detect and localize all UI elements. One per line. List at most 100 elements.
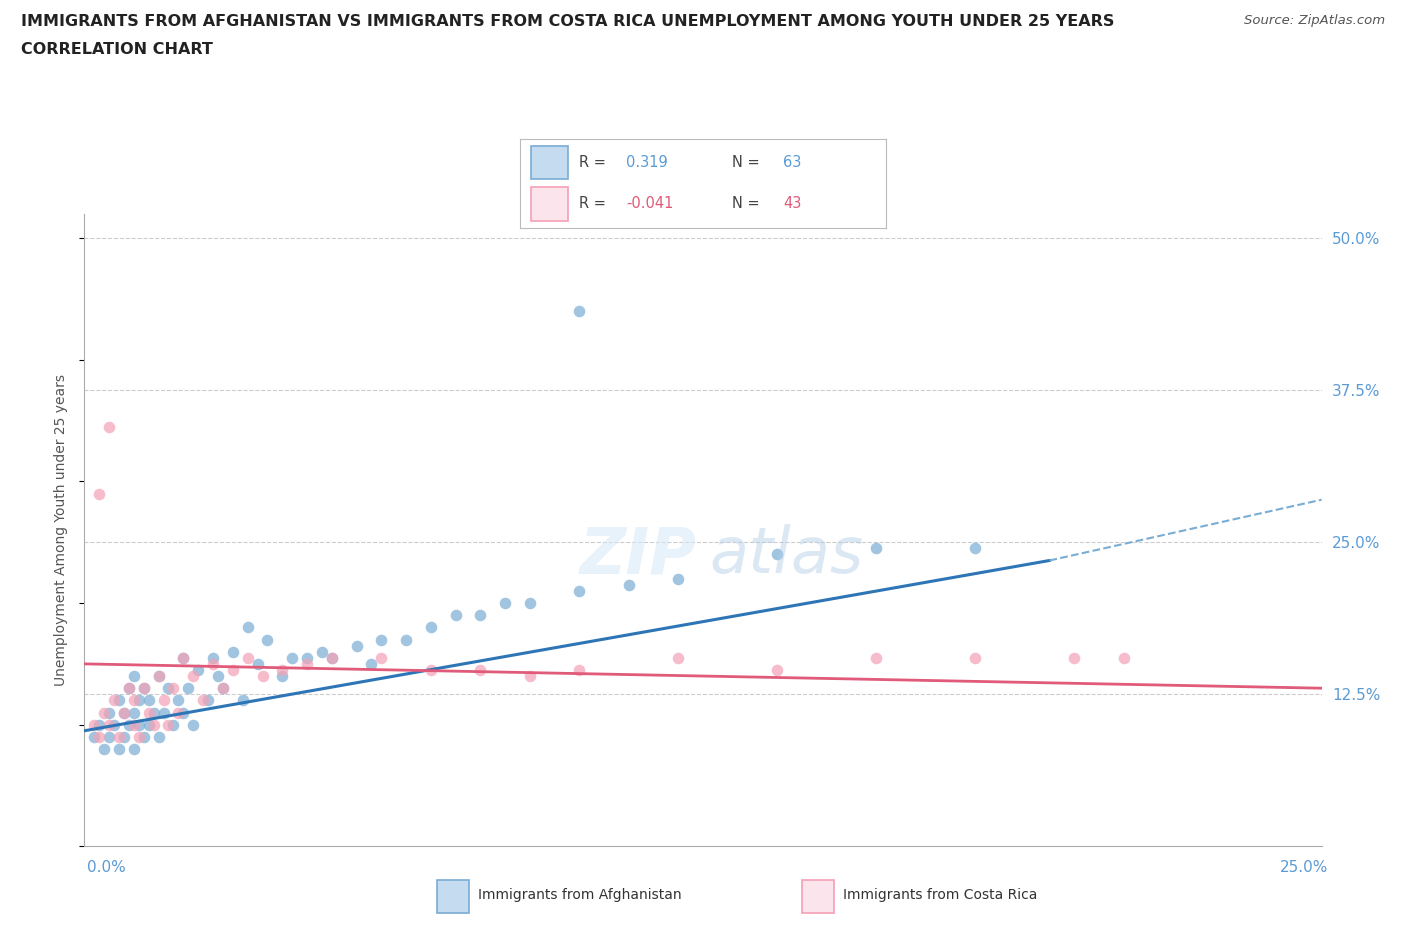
Point xyxy=(321,650,343,665)
Point xyxy=(103,717,125,732)
Point xyxy=(98,717,121,732)
Point xyxy=(1112,650,1135,665)
Point xyxy=(98,705,121,720)
Text: CORRELATION CHART: CORRELATION CHART xyxy=(21,42,212,57)
Point xyxy=(138,717,160,732)
Point xyxy=(470,662,492,677)
Point xyxy=(89,717,111,732)
Text: atlas: atlas xyxy=(709,525,863,587)
Bar xyxy=(531,146,568,179)
Text: N =: N = xyxy=(733,196,759,211)
Point xyxy=(122,717,145,732)
Point xyxy=(108,729,131,744)
Point xyxy=(108,741,131,756)
Point xyxy=(666,571,689,586)
Point xyxy=(191,693,214,708)
Point xyxy=(295,657,318,671)
Point xyxy=(181,669,204,684)
Text: 25.0%: 25.0% xyxy=(1281,860,1329,875)
Point xyxy=(132,729,155,744)
Text: 0.319: 0.319 xyxy=(626,155,668,170)
Point xyxy=(162,681,184,696)
Point xyxy=(167,693,190,708)
Point xyxy=(93,705,115,720)
Point xyxy=(236,650,259,665)
Point xyxy=(197,693,219,708)
Point xyxy=(202,657,225,671)
Point xyxy=(98,419,121,434)
Point xyxy=(321,650,343,665)
Text: R =: R = xyxy=(579,155,606,170)
Point xyxy=(271,669,294,684)
Text: -0.041: -0.041 xyxy=(626,196,673,211)
Point xyxy=(370,632,392,647)
Point xyxy=(222,662,245,677)
Point xyxy=(965,650,987,665)
Bar xyxy=(436,880,468,913)
Text: Immigrants from Costa Rica: Immigrants from Costa Rica xyxy=(844,888,1038,902)
Point xyxy=(108,693,131,708)
Point xyxy=(444,608,467,623)
Text: ZIP: ZIP xyxy=(579,525,697,587)
Point xyxy=(212,681,235,696)
Point xyxy=(212,681,235,696)
Point xyxy=(311,644,333,659)
Point xyxy=(122,741,145,756)
Point xyxy=(162,717,184,732)
Point xyxy=(142,717,165,732)
Point xyxy=(187,662,209,677)
Point xyxy=(360,657,382,671)
Point xyxy=(470,608,492,623)
Point xyxy=(232,693,254,708)
Point xyxy=(181,717,204,732)
Point xyxy=(256,632,278,647)
Point xyxy=(666,650,689,665)
Point xyxy=(177,681,200,696)
Point xyxy=(132,681,155,696)
Point xyxy=(252,669,274,684)
Text: IMMIGRANTS FROM AFGHANISTAN VS IMMIGRANTS FROM COSTA RICA UNEMPLOYMENT AMONG YOU: IMMIGRANTS FROM AFGHANISTAN VS IMMIGRANT… xyxy=(21,14,1115,29)
Point xyxy=(281,650,304,665)
Text: 43: 43 xyxy=(783,196,801,211)
Point xyxy=(519,595,541,610)
Text: N =: N = xyxy=(733,155,759,170)
Point xyxy=(138,705,160,720)
Point xyxy=(148,729,170,744)
Point xyxy=(207,669,229,684)
Point xyxy=(112,705,135,720)
Point xyxy=(419,662,441,677)
Point xyxy=(965,541,987,556)
Point xyxy=(148,669,170,684)
Point xyxy=(568,583,591,598)
Point xyxy=(865,541,887,556)
Point xyxy=(419,620,441,635)
Point xyxy=(112,705,135,720)
Point xyxy=(568,304,591,319)
Point xyxy=(83,717,105,732)
Point xyxy=(142,705,165,720)
Point xyxy=(89,729,111,744)
Point xyxy=(519,669,541,684)
Point xyxy=(157,717,180,732)
Text: Immigrants from Afghanistan: Immigrants from Afghanistan xyxy=(478,888,682,902)
Text: 0.0%: 0.0% xyxy=(87,860,127,875)
Point xyxy=(152,705,174,720)
Point xyxy=(128,693,150,708)
Bar xyxy=(531,187,568,220)
Point xyxy=(167,705,190,720)
Point xyxy=(98,729,121,744)
Point xyxy=(766,662,789,677)
Point xyxy=(122,669,145,684)
Point xyxy=(118,681,141,696)
Point xyxy=(148,669,170,684)
Point xyxy=(202,650,225,665)
Point xyxy=(865,650,887,665)
Point xyxy=(122,693,145,708)
Point xyxy=(568,662,591,677)
Point xyxy=(1063,650,1085,665)
Point xyxy=(128,717,150,732)
Point xyxy=(103,693,125,708)
Point xyxy=(370,650,392,665)
Text: Source: ZipAtlas.com: Source: ZipAtlas.com xyxy=(1244,14,1385,27)
Point xyxy=(89,486,111,501)
